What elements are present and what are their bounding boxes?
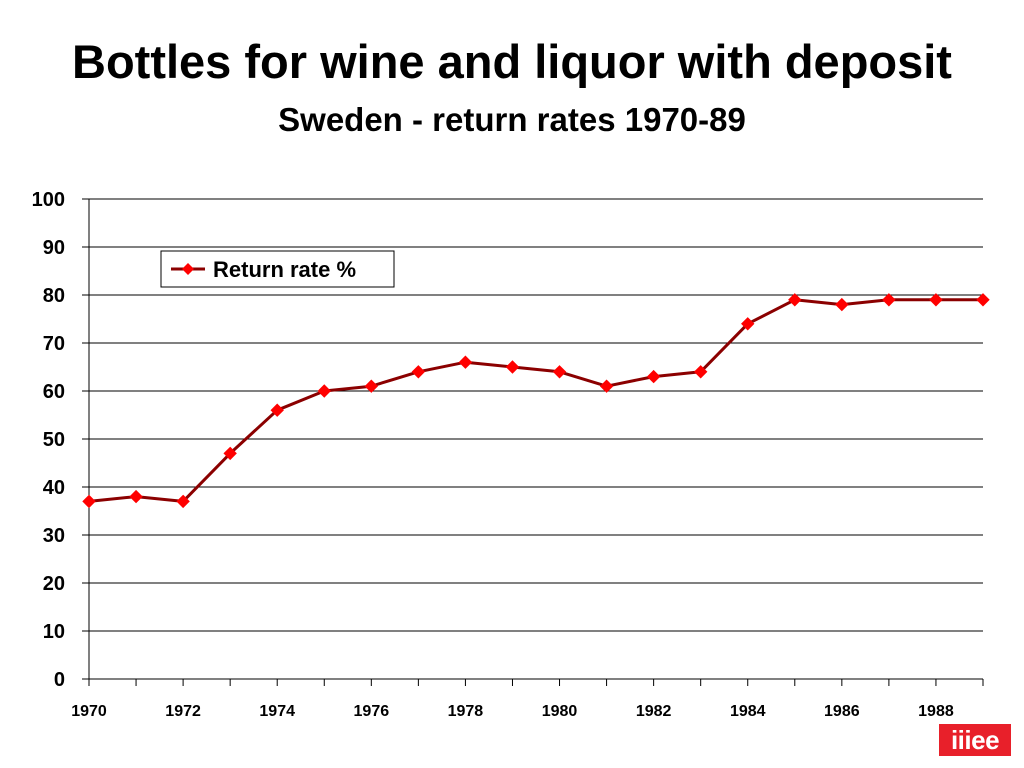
- x-tick-label: 1984: [730, 703, 766, 720]
- legend-diamond-icon: [182, 263, 194, 275]
- x-tick-label: 1976: [354, 703, 390, 720]
- y-axis-ticks: 0 10 20 30 40 50 60 70 80 90 100: [32, 189, 89, 691]
- x-tick-label: 1986: [824, 703, 860, 720]
- chart-subtitle: Sweden - return rates 1970-89: [278, 101, 746, 138]
- data-point-1988: [929, 293, 943, 307]
- y-tick-label: 40: [43, 477, 65, 499]
- data-point-1973: [223, 446, 237, 461]
- y-tick-label: 100: [32, 189, 65, 211]
- data-point-1974: [270, 403, 284, 417]
- data-point-1985: [788, 293, 802, 307]
- data-point-1978: [458, 355, 473, 369]
- y-tick-label: 10: [43, 621, 65, 643]
- data-point-1984: [741, 317, 755, 331]
- x-tick-label: 1988: [918, 703, 954, 720]
- y-tick-label: 90: [43, 237, 65, 259]
- y-tick-label: 50: [43, 429, 65, 451]
- chart-title: Bottles for wine and liquor with deposit: [72, 35, 952, 88]
- data-point-1971: [129, 489, 143, 504]
- data-point-1989: [976, 293, 990, 307]
- x-tick-label: 1974: [259, 703, 295, 720]
- data-point-1975: [317, 384, 331, 398]
- series-line: [88, 298, 983, 503]
- gridlines: [89, 198, 983, 632]
- data-point-1983: [693, 365, 708, 379]
- legend-label: Return rate %: [213, 257, 356, 282]
- x-tick-label: 1982: [636, 703, 672, 720]
- x-axis-ticks: 1970 1972 1974 1976 1978 1980 1982 1984 1986 1988: [71, 679, 984, 720]
- data-point-1970: [82, 494, 96, 509]
- data-point-1986: [835, 297, 849, 312]
- data-point-1979: [505, 360, 520, 374]
- y-tick-label: 20: [43, 573, 65, 595]
- series-return-rate: [82, 293, 990, 509]
- data-point-1982: [646, 369, 661, 384]
- x-tick-label: 1980: [542, 703, 578, 720]
- x-tick-label: 1970: [71, 703, 107, 720]
- data-point-1977: [411, 365, 426, 379]
- data-point-1980: [552, 365, 567, 379]
- x-tick-label: 1972: [165, 703, 201, 720]
- legend: Return rate %: [160, 250, 395, 288]
- y-tick-label: 80: [43, 285, 65, 307]
- data-point-1972: [176, 494, 190, 509]
- x-tick-label: 1978: [448, 703, 484, 720]
- data-point-1987: [882, 293, 896, 307]
- y-tick-label: 0: [54, 669, 65, 691]
- data-point-1981: [599, 379, 614, 393]
- data-point-1976: [364, 379, 379, 393]
- y-tick-label: 70: [43, 333, 65, 355]
- y-tick-label: 30: [43, 525, 65, 547]
- iiiee-logo: iiiee: [939, 724, 1011, 756]
- y-tick-label: 60: [43, 381, 65, 403]
